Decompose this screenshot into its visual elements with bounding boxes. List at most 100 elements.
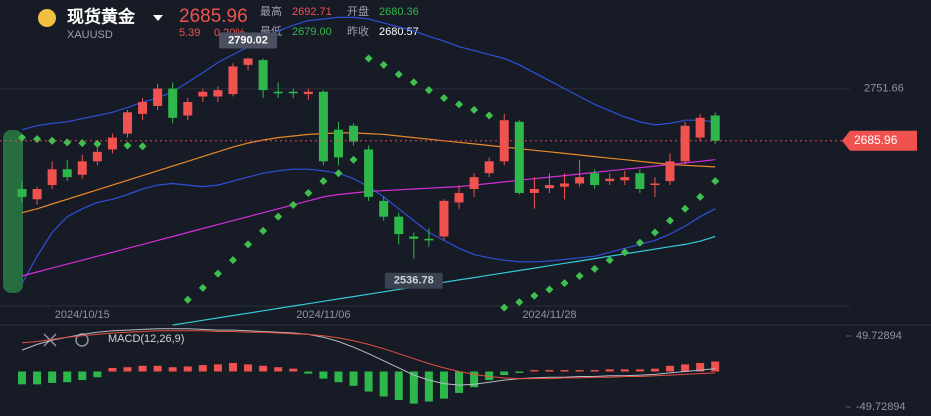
macd-bar: [455, 371, 464, 393]
instrument-name[interactable]: 现货黄金: [67, 6, 136, 26]
sar-dot: [379, 60, 388, 69]
stat-value: 2680.36: [379, 6, 419, 18]
label-box: [219, 32, 278, 49]
candle-body: [499, 120, 509, 162]
x-tick-label: 2024/11/06: [296, 309, 350, 321]
macd-bar: [213, 364, 222, 372]
stat-value: 2680.57: [379, 26, 419, 38]
macd-bar: [123, 367, 132, 372]
sar-dot: [289, 200, 298, 209]
candle-body: [379, 200, 389, 217]
candle-body: [635, 173, 645, 190]
sar-dot: [409, 78, 418, 87]
sar-dot: [228, 256, 237, 265]
side-panel[interactable]: [3, 130, 23, 293]
macd-bar: [530, 370, 539, 372]
low-label: 2536.78: [394, 275, 434, 287]
sar-dot: [259, 226, 268, 235]
candle-body: [529, 189, 539, 193]
macd-bar: [590, 370, 599, 372]
candle-body: [243, 58, 253, 65]
candle-body: [544, 185, 554, 189]
macd-bar: [515, 371, 524, 373]
indicator-line: [21, 330, 716, 380]
macd-bar: [319, 371, 328, 379]
macd-bar: [63, 371, 72, 383]
macd-bar: [33, 371, 42, 385]
macd-bar: [228, 362, 237, 372]
sar-dot: [48, 136, 57, 145]
macd-bar: [289, 368, 298, 372]
macd-bar: [605, 369, 614, 372]
change: 5.39: [179, 27, 200, 39]
gold-icon: [38, 9, 56, 27]
sar-dot: [18, 133, 26, 142]
sar-dot: [364, 54, 373, 63]
macd-bar: [545, 370, 554, 372]
macd-bar: [485, 371, 494, 381]
macd-bar: [500, 371, 509, 376]
sar-dot: [424, 86, 433, 95]
candle-body: [695, 117, 705, 138]
candle-body: [605, 178, 615, 182]
candle-body: [62, 169, 72, 178]
sar-dot: [394, 70, 403, 79]
candle-body: [409, 236, 419, 239]
candle-body: [228, 66, 238, 95]
candle-body: [680, 125, 690, 162]
sar-dot: [349, 155, 358, 164]
macd-bar: [681, 364, 690, 372]
candle-body: [575, 177, 585, 184]
sar-dot: [650, 228, 659, 237]
macd-bar: [470, 371, 479, 388]
macd-bar: [439, 371, 448, 399]
high-label: 2790.02: [228, 34, 268, 46]
sar-dot: [244, 240, 253, 249]
candle-body: [333, 129, 343, 158]
macd-bar: [666, 365, 675, 372]
macd-bar: [138, 365, 147, 372]
price: 2685.96: [179, 6, 248, 27]
y-tick-label: 2751.66: [864, 83, 904, 95]
candle-body: [620, 177, 630, 181]
sar-dot: [123, 141, 132, 150]
macd-bar: [244, 364, 253, 372]
x-tick-label: 2024/10/15: [55, 309, 110, 321]
macd-bar: [635, 369, 644, 372]
sar-dot: [439, 94, 448, 103]
candle-body: [168, 88, 178, 118]
candle-body: [138, 102, 148, 114]
indicator-line: [21, 16, 716, 131]
candle-body: [92, 151, 102, 162]
symbol: XAUUSD: [67, 29, 113, 41]
candle-body: [665, 161, 675, 182]
candle-body: [153, 88, 163, 106]
dropdown-caret[interactable]: [153, 15, 163, 21]
sar-dot: [213, 269, 222, 278]
candle-body: [258, 60, 268, 91]
sar-dot: [485, 111, 494, 120]
sar-dot: [681, 204, 690, 213]
sar-dot: [198, 283, 207, 292]
macd-bar: [78, 371, 87, 381]
candle-body: [318, 91, 328, 162]
macd-bar: [696, 362, 705, 372]
sar-dot: [560, 279, 569, 288]
candle-body: [198, 91, 208, 97]
macd-bar: [575, 370, 584, 372]
sar-dot: [545, 285, 554, 294]
sar-dot: [455, 100, 464, 109]
candle-body: [107, 137, 117, 150]
macd-bar: [394, 371, 403, 401]
candle-body: [454, 192, 464, 203]
y-tick-label: 49.72894: [856, 330, 902, 342]
label-box: [384, 272, 443, 289]
indicator-line: [21, 132, 716, 214]
stat-label: 最高: [260, 4, 282, 18]
candle-body: [394, 216, 404, 235]
candle-body: [349, 125, 359, 142]
candle-body: [273, 91, 283, 94]
sar-dot: [319, 177, 328, 186]
